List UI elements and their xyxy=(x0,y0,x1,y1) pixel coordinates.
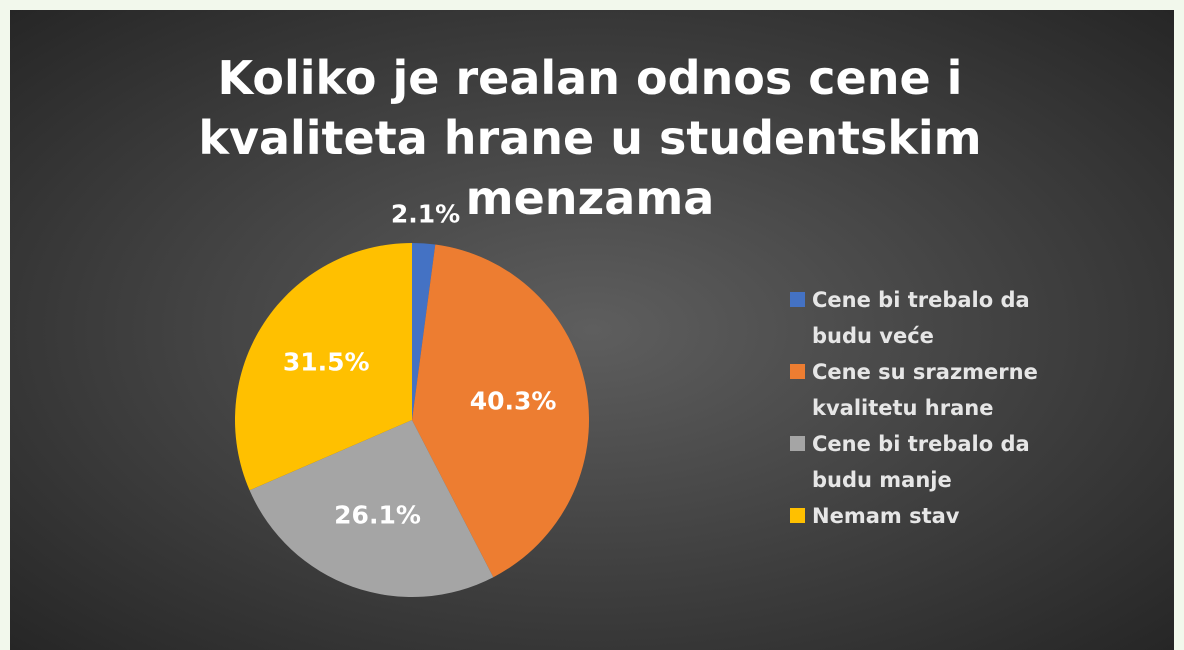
legend-item: Nemam stav xyxy=(790,498,1060,534)
chart-panel xyxy=(10,10,1174,650)
data-label: 40.3% xyxy=(470,386,557,415)
data-label: 2.1% xyxy=(391,199,460,228)
legend-item: Cene bi trebalo da budu manje xyxy=(790,426,1060,498)
legend-item: Cene bi trebalo da budu veće xyxy=(790,282,1060,354)
pie-slice xyxy=(412,243,436,420)
legend-label: Cene bi trebalo da budu veće xyxy=(812,288,1030,348)
pie-slice xyxy=(249,420,494,597)
legend-item: Cene su srazmerne kvalitetu hrane xyxy=(790,354,1060,426)
legend-label: Cene su srazmerne kvalitetu hrane xyxy=(812,360,1038,420)
legend-swatch xyxy=(790,508,805,523)
data-label: 26.1% xyxy=(334,501,421,530)
legend: Cene bi trebalo da budu veće Cene su sraz… xyxy=(790,282,1060,534)
legend-swatch xyxy=(790,292,805,307)
pie-slice xyxy=(234,243,412,491)
legend-swatch xyxy=(790,436,805,451)
data-label: 31.5% xyxy=(283,348,370,377)
legend-label: Cene bi trebalo da budu manje xyxy=(812,432,1030,492)
legend-swatch xyxy=(790,364,805,379)
chart-title: Koliko je realan odnos cene i kvaliteta … xyxy=(198,51,982,225)
pie-slice xyxy=(412,244,589,578)
legend-label: Nemam stav xyxy=(812,504,960,528)
